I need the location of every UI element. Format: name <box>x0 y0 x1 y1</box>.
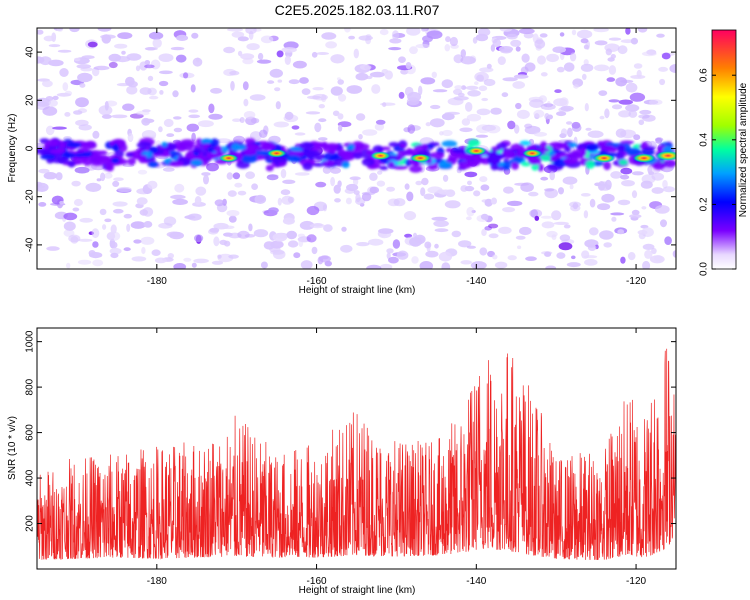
spectrogram-x-axis-label: Height of straight line (km) <box>299 285 416 296</box>
snr-x-tick-label: -140 <box>466 576 486 587</box>
spectrogram-hotspot <box>218 153 239 163</box>
snr-y-tick-label: 800 <box>25 378 36 395</box>
colorbar: 0.0 0.2 0.4 0.6 Normalized spectral amplitu… <box>699 29 749 276</box>
snr-x-ticks: -180 -160 -140 -120 <box>147 328 647 587</box>
snr-y-axis-label: SNR (10 * v/v) <box>7 416 18 480</box>
snr-y-tick-label: 1000 <box>25 330 36 353</box>
spectrogram-x-tick-label: -160 <box>307 276 327 287</box>
spectrogram-x-tick-label: -120 <box>626 276 646 287</box>
spectrogram-x-ticks: -180 -160 -140 -120 <box>147 28 647 287</box>
spectrogram-y-tick-label: -20 <box>25 189 36 204</box>
colorbar-tick-label: 0.2 <box>699 197 710 211</box>
spectrogram-hotspot <box>592 153 616 163</box>
spectrogram-hotspot <box>465 146 488 156</box>
spectrogram-y-tick-label: 20 <box>25 94 36 106</box>
spectrogram-hotspot <box>521 149 543 158</box>
colorbar-gradient <box>711 29 737 270</box>
snr-y-tick-label: 600 <box>25 424 36 441</box>
spectrogram-y-ticks: 40 20 0 -20 -40 <box>25 46 676 252</box>
snr-series-line <box>37 348 676 561</box>
spectrogram-y-tick-label: 0 <box>25 145 36 151</box>
colorbar-tick-label: 0.6 <box>699 68 710 82</box>
colorbar-tick-label: 0.4 <box>699 132 710 146</box>
spectrogram-hotspot <box>409 153 432 163</box>
snr-frame <box>36 327 677 570</box>
spectrogram-signal-band <box>37 137 676 173</box>
colorbar-tick-label: 0.0 <box>699 262 710 276</box>
snr-panel: -180 -160 -140 -120 200 400 600 800 1000 Height… <box>7 327 677 596</box>
snr-x-axis-label: Height of straight line (km) <box>299 585 416 596</box>
spectrogram-hotspot <box>266 148 288 158</box>
colorbar-label: Normalized spectral amplitude <box>738 82 749 217</box>
spectrogram-y-tick-label: -40 <box>25 237 36 252</box>
spectrogram-hotspot <box>654 150 676 161</box>
snr-y-tick-label: 400 <box>25 469 36 486</box>
spectrogram-hotspot <box>632 153 657 163</box>
snr-x-tick-label: -160 <box>307 576 327 587</box>
snr-x-tick-label: -120 <box>626 576 646 587</box>
spectrogram-hotspot <box>369 151 392 161</box>
spectrogram-x-tick-label: -180 <box>147 276 167 287</box>
spectrogram-panel: -180 -160 -140 -120 40 20 0 -20 -40 Height of s… <box>7 27 677 296</box>
spectrogram-hotspots <box>218 146 676 163</box>
snr-y-ticks: 200 400 600 800 1000 <box>25 330 676 532</box>
spectrogram-y-axis-label: Frequency (Hz) <box>7 114 18 183</box>
spectrogram-x-tick-label: -140 <box>466 276 486 287</box>
snr-y-tick-label: 200 <box>25 515 36 532</box>
colorbar-ticks: 0.0 0.2 0.4 0.6 <box>699 68 736 276</box>
figure-title: C2E5.2025.182.03.11.R07 <box>275 2 440 18</box>
spectrogram-y-tick-label: 40 <box>25 46 36 58</box>
snr-x-tick-label: -180 <box>147 576 167 587</box>
